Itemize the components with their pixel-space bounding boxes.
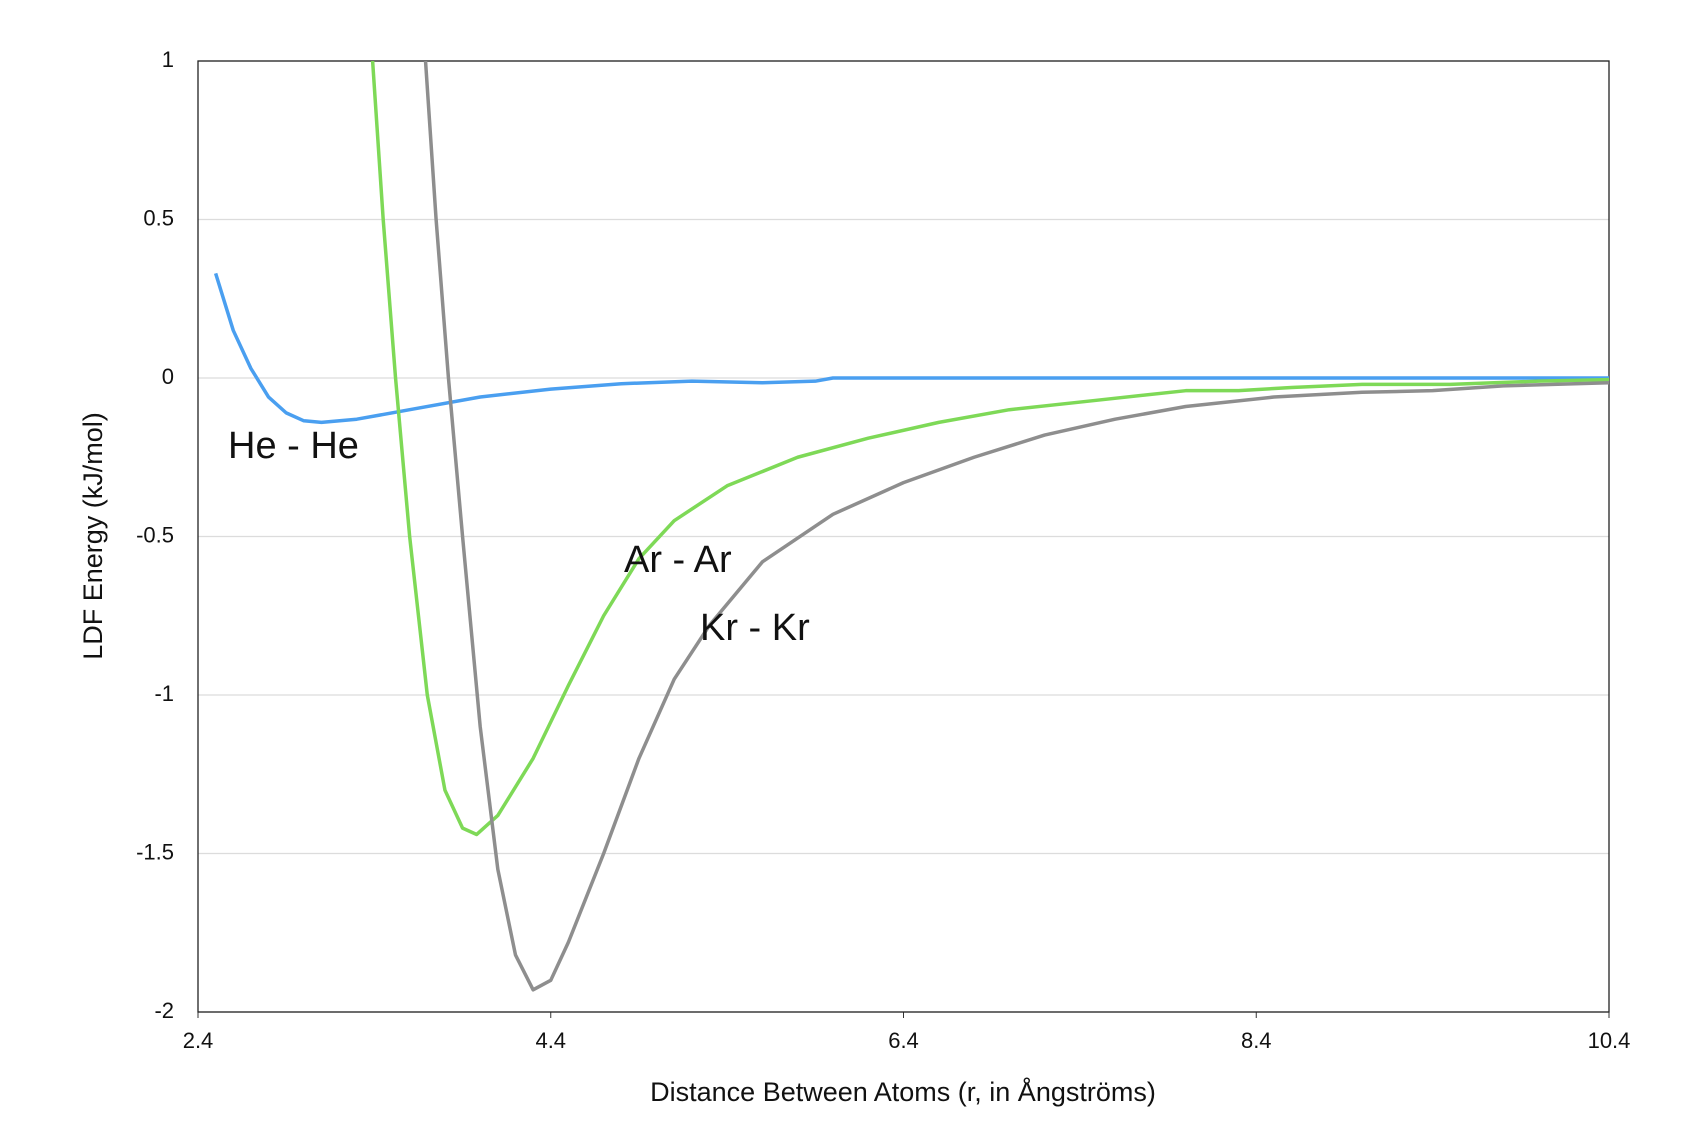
series-line: [370, 61, 1609, 837]
y-tick-label: -2: [154, 998, 174, 1023]
y-tick-label: 0: [162, 364, 174, 389]
series-label: He - He: [228, 425, 359, 467]
y-tick-label: -0.5: [136, 522, 174, 547]
y-tick-label: -1.5: [136, 839, 174, 864]
x-axis-title: Distance Between Atoms (r, in Ångströms): [650, 1076, 1156, 1107]
plot-frame: [197, 60, 1610, 1013]
y-tick-label: 1: [162, 47, 174, 72]
series-line: [423, 61, 1609, 992]
x-tick-label: 8.4: [1241, 1028, 1272, 1053]
series-line: [213, 272, 1609, 425]
y-axis-title: LDF Energy (kJ/mol): [78, 412, 108, 660]
x-tick-label: 10.4: [1588, 1028, 1631, 1053]
y-tick-label: 0.5: [143, 205, 174, 230]
x-tick-label: 2.4: [183, 1028, 214, 1053]
series-label: Ar - Ar: [624, 539, 732, 581]
series-label: Kr - Kr: [700, 607, 810, 649]
y-tick-label: -1: [154, 681, 174, 706]
x-tick-label: 4.4: [535, 1028, 566, 1053]
x-tick-label: 6.4: [888, 1028, 919, 1053]
